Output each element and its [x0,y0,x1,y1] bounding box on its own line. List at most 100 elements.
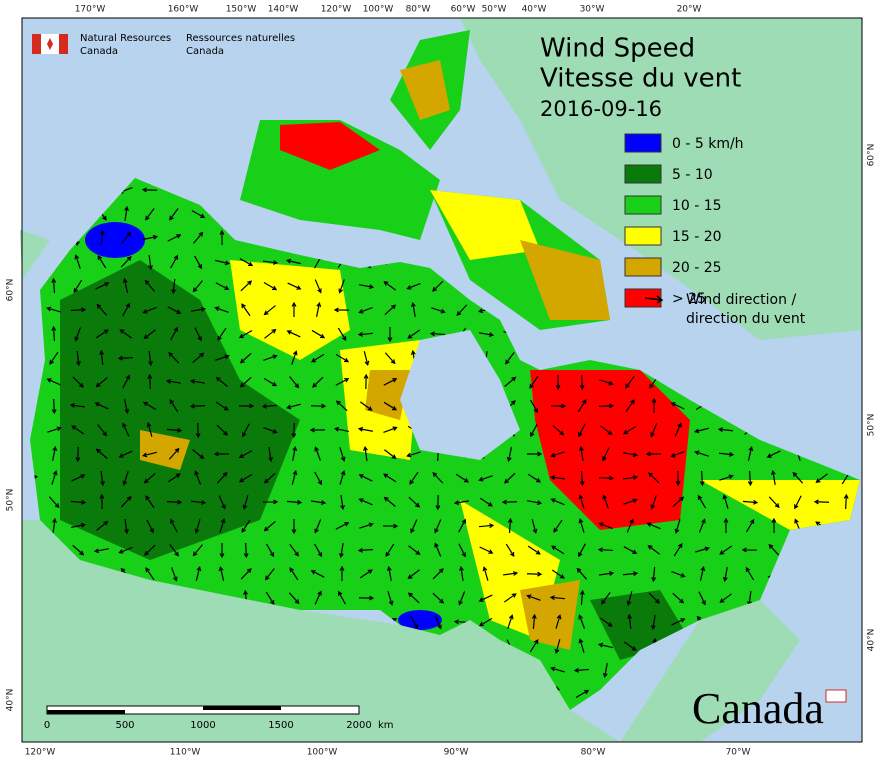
nrcan-logo [32,34,68,54]
wind-arrow [71,425,85,435]
wind-arrow [51,277,57,294]
wind-arrow [73,279,83,294]
legend-arrow-label: Wind direction / [686,292,796,308]
wind-arrow [239,376,252,388]
wind-arrow [338,542,344,559]
wind-arrow [598,403,615,409]
wind-arrow [601,592,611,605]
scale-label: 2000 [346,720,371,731]
wordmark-flag [825,689,847,703]
wind-arrow [526,571,543,577]
wind-arrow [383,426,398,434]
wind-arrow [314,279,322,294]
wind-arrow [72,544,85,556]
wind-arrow [576,567,588,580]
wind-arrow [363,351,370,366]
wind-arrow [551,545,565,555]
wind-arrow [697,494,707,509]
wind-arrow [549,595,566,601]
longitude-label: 60°W [451,5,476,15]
wind-arrow [410,615,419,630]
wind-arrow [598,571,615,576]
wind-arrow [142,401,157,411]
wind-arrow [694,450,709,457]
wind-arrow [335,353,350,363]
wind-arrow [383,401,398,411]
wind-arrow [263,472,276,484]
wind-arrow [335,522,350,530]
longitude-label: 40°W [522,5,547,15]
wind-arrow [123,399,130,415]
wind-arrow [95,329,109,339]
wind-arrow [478,617,493,627]
wind-arrow [363,373,369,390]
wind-arrow [96,303,108,316]
wind-arrow [747,445,754,461]
wind-arrow [675,470,681,487]
wind-arrow [647,545,660,555]
wind-arrow [578,494,585,509]
wind-arrow [503,593,517,603]
wind-arrow [285,258,301,265]
wind-arrow [432,592,445,604]
wind-arrow [531,519,538,534]
wind-arrow [699,470,705,487]
wind-arrow [431,307,446,314]
wind-arrow [579,470,585,487]
wind-arrow [719,545,733,555]
wind-arrow [122,302,130,317]
wind-arrow [52,517,57,534]
wind-arrow [745,566,755,581]
wind-arrow [531,613,537,630]
legend-swatch [624,164,662,184]
wind-arrow [453,500,470,506]
wind-arrow [527,473,541,483]
wind-arrow [240,280,253,292]
wind-arrow [623,546,638,554]
wind-arrow [70,307,87,313]
wind-arrow [309,427,326,433]
wind-arrow [597,547,614,553]
wind-arrow [717,427,734,433]
wind-arrow [100,470,105,487]
wind-arrow [578,423,586,438]
wind-arrow [192,280,203,293]
wind-arrow [218,565,225,581]
wind-arrow [215,282,230,290]
wind-arrow [550,451,565,458]
wind-arrow [263,281,278,291]
wind-arrow [124,518,129,535]
longitude-label: 70°W [726,748,751,758]
zone [530,370,690,530]
wind-arrow [142,451,157,458]
wind-arrow [195,565,202,581]
wind-arrow [265,543,275,558]
wind-arrow [72,376,84,388]
wind-arrow [122,374,130,389]
wind-arrow [597,642,613,649]
wind-arrow [623,641,637,651]
wind-arrow [458,518,466,533]
wind-arrow [291,422,297,439]
wind-arrow [315,301,322,317]
longitude-label: 140°W [268,5,299,15]
wind-arrow [122,422,130,437]
wind-arrow [526,594,541,601]
wind-arrow [384,304,397,316]
wind-arrow [194,327,202,342]
wind-arrow [768,496,780,509]
wind-arrow [383,496,396,507]
wind-arrow [268,446,274,463]
longitude-label: 20°W [677,5,702,15]
wind-arrow [434,542,442,557]
wind-arrow [527,500,543,506]
wind-arrow [578,638,585,653]
latitude-label: 60°N [867,144,877,167]
wind-arrow [479,546,494,554]
scale-bar [47,710,125,714]
wind-arrow [383,281,397,291]
wind-arrow [170,254,179,269]
wind-arrow [337,327,347,342]
wind-arrow [363,445,368,462]
wind-arrow [671,570,686,578]
